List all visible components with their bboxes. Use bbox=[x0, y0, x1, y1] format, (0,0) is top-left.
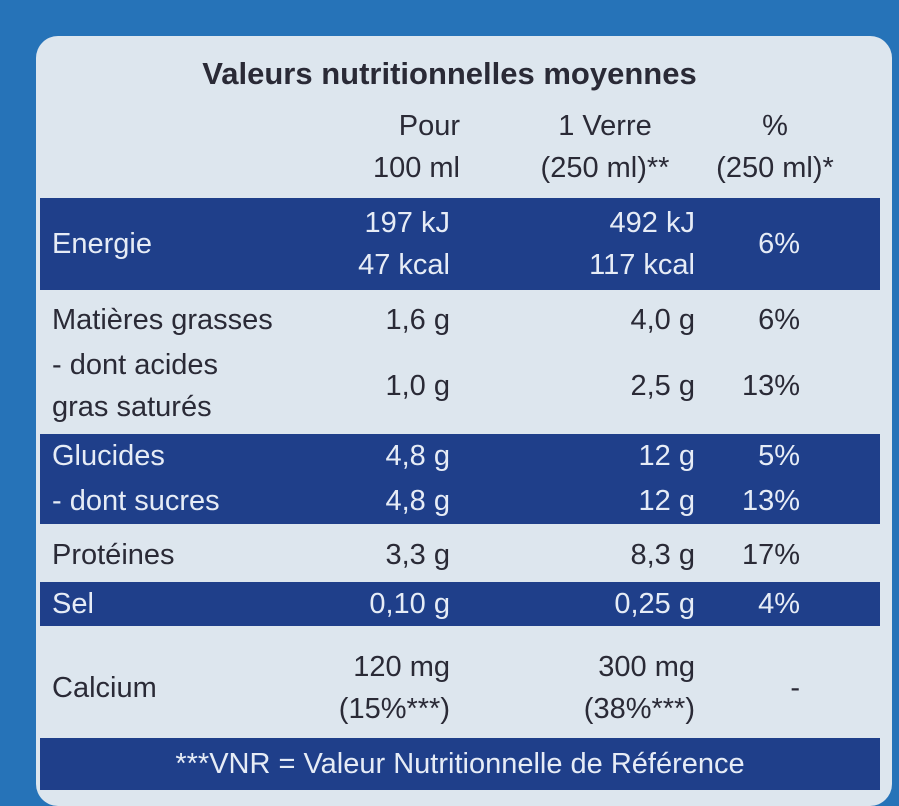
cell-value: 300 mg bbox=[598, 651, 695, 683]
column-header: 100 ml bbox=[372, 152, 460, 184]
row-band bbox=[40, 582, 880, 626]
table-title: Valeurs nutritionnelles moyennes bbox=[202, 56, 697, 91]
row-band bbox=[40, 478, 880, 524]
cell-value: 13% bbox=[741, 485, 800, 517]
cell-value: 6% bbox=[758, 304, 800, 336]
row-label: Glucides bbox=[52, 440, 165, 472]
cell-value: 12 g bbox=[638, 440, 695, 472]
cell-value: 3,3 g bbox=[385, 539, 451, 571]
row-label: - dont acides bbox=[52, 349, 219, 381]
cell-value: (15%***) bbox=[338, 693, 450, 725]
cell-value: 117 kcal bbox=[589, 249, 695, 281]
cell-value: 4,0 g bbox=[630, 304, 696, 336]
row-band bbox=[40, 198, 880, 290]
column-header: (250 ml)* bbox=[716, 152, 834, 184]
cell-value: 197 kJ bbox=[364, 207, 450, 239]
cell-value: 4% bbox=[758, 588, 800, 620]
cell-value: 4,8 g bbox=[385, 440, 451, 472]
cell-value: (38%***) bbox=[583, 693, 695, 725]
row-label: Protéines bbox=[52, 539, 175, 571]
cell-value: 13% bbox=[741, 370, 800, 402]
cell-value: 6% bbox=[758, 228, 800, 260]
cell-value: 1,0 g bbox=[385, 370, 451, 402]
label-panel bbox=[36, 36, 892, 806]
row-label: Energie bbox=[52, 228, 152, 260]
cell-value: 2,5 g bbox=[630, 370, 696, 402]
cell-value: 47 kcal bbox=[358, 249, 450, 281]
row-label: Calcium bbox=[52, 672, 157, 704]
cell-value: 0,10 g bbox=[369, 588, 450, 620]
row-label: Sel bbox=[52, 588, 94, 620]
cell-value: 4,8 g bbox=[385, 485, 451, 517]
column-header: Pour bbox=[398, 110, 460, 142]
row-band bbox=[40, 434, 880, 478]
row-label: - dont sucres bbox=[52, 485, 220, 517]
footer-band bbox=[40, 738, 880, 790]
footer-note: ***VNR = Valeur Nutritionnelle de Référe… bbox=[175, 748, 745, 780]
column-header: % bbox=[762, 110, 788, 142]
column-header: 1 Verre bbox=[558, 110, 652, 142]
cell-value: 492 kJ bbox=[609, 207, 695, 239]
column-header: (250 ml)** bbox=[540, 152, 670, 184]
cell-value: 8,3 g bbox=[630, 539, 696, 571]
cell-value: - bbox=[790, 672, 800, 704]
row-label: gras saturés bbox=[52, 391, 212, 423]
row-label: Matières grasses bbox=[52, 304, 273, 336]
cell-value: 12 g bbox=[638, 485, 695, 517]
cell-value: 17% bbox=[741, 539, 800, 571]
cell-value: 0,25 g bbox=[614, 588, 695, 620]
cell-value: 1,6 g bbox=[385, 304, 451, 336]
cell-value: 120 mg bbox=[353, 651, 450, 683]
cell-value: 5% bbox=[758, 440, 800, 472]
